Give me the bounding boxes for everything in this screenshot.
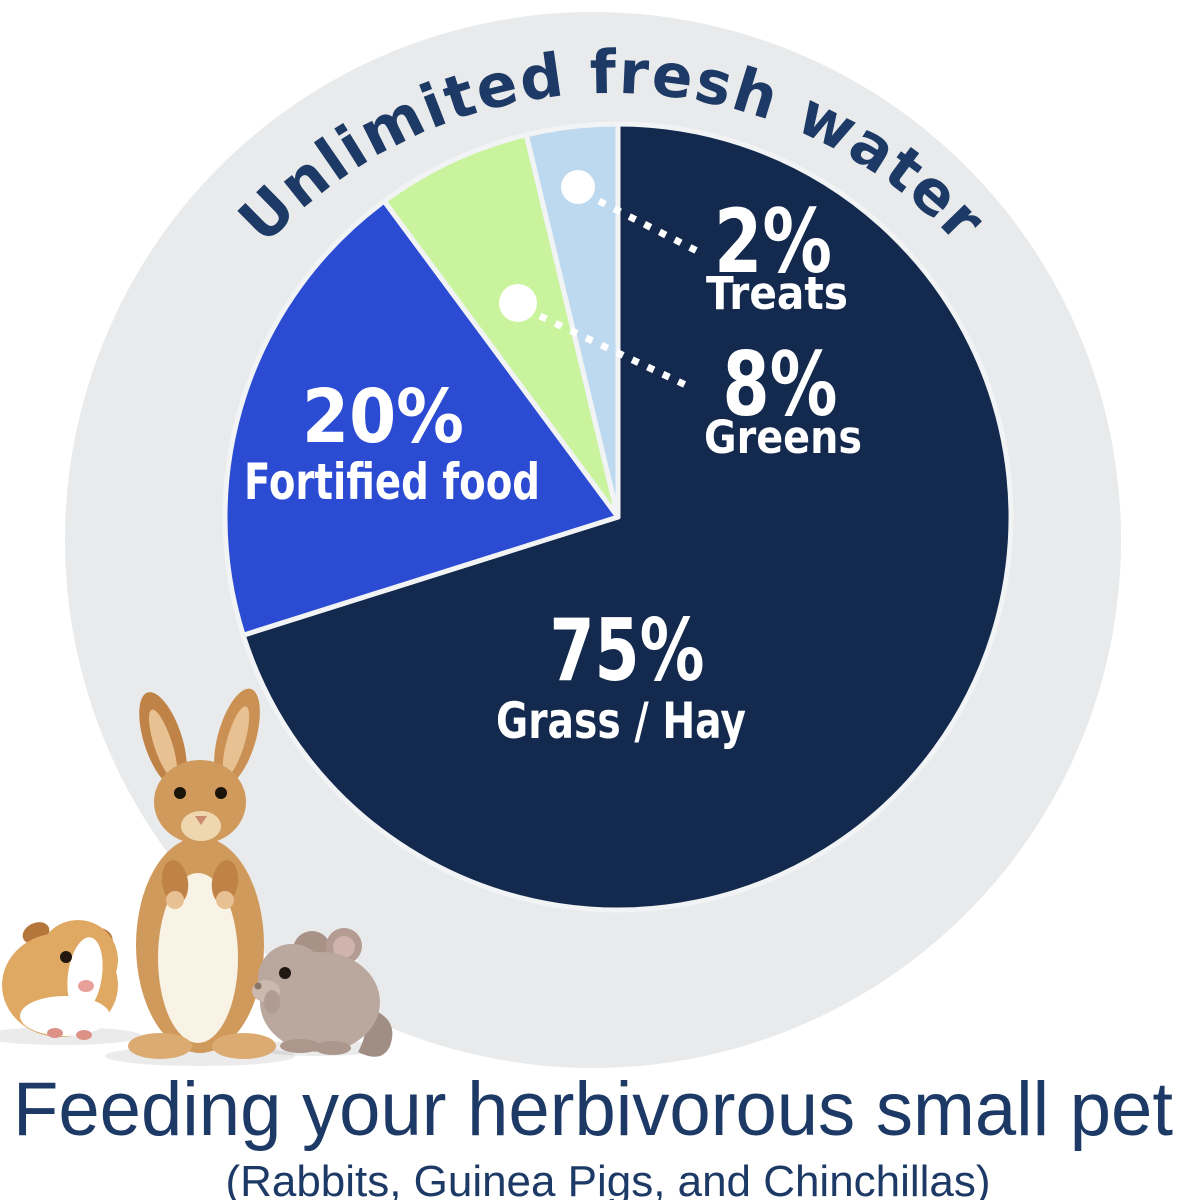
slice-treats [523,121,621,520]
animal-illustrations [0,688,393,1066]
slice-grass-hay [240,121,1014,913]
greens-callout-dot [499,284,537,322]
rabbit-nose [195,816,207,825]
rabbit-foot [212,1033,276,1059]
treats-callout-line [597,197,699,255]
rabbit-muzzle [181,811,221,841]
rabbit-eye [174,787,186,799]
rabbit-front-paw [211,860,239,904]
chinchilla-nose [254,982,262,990]
chinchilla-paw [264,990,280,1014]
rabbit-right-ear-inner [222,706,250,776]
callouts [499,170,699,392]
slice-fortified-food [222,198,621,638]
treats-callout-dot [561,170,595,204]
chinchilla-photo [252,928,393,1057]
treats-name-label: Treats [706,267,848,320]
grass-pct-label: 75% [550,601,705,701]
guinea-pig-foot [47,1028,63,1038]
fortified-pct-label: 20% [302,374,464,460]
fortified-name-label: Fortified food [244,453,540,511]
rabbit-paw-tip [216,891,234,909]
slice-greens [381,132,621,520]
greens-pct-label: 8% [723,333,838,436]
footer-subtitle: (Rabbits, Guinea Pigs, and Chinchillas) [226,1157,991,1200]
chinchilla-foot [280,1039,320,1053]
rabbit-head [154,760,246,844]
slice-labels: 2% Treats 8% Greens 20% Fortified food 7… [244,190,862,750]
footer: Feeding your herbivorous small pet (Rabb… [13,1067,1173,1200]
rabbit-photo [128,688,276,1059]
treats-pct-label: 2% [714,190,832,293]
chinchilla-ear-inner [333,936,355,958]
greens-callout-line [538,312,694,392]
guinea-pig-foot [76,1030,92,1040]
rabbit-front-paw [161,860,189,904]
rabbit-eye [215,787,227,799]
guinea-pig-blaze [67,937,103,1013]
grass-name-label: Grass / Hay [496,692,746,750]
guinea-pig-nose [78,980,94,992]
rabbit-foot [128,1033,192,1059]
chinchilla-foot [315,1041,351,1055]
rabbit-left-ear-inner [148,709,178,779]
pie-chart [222,121,1014,913]
rabbit-paw-tip [166,891,184,909]
rabbit-belly [158,873,238,1043]
guinea-pig-chest [20,996,110,1036]
footer-title: Feeding your herbivorous small pet [13,1067,1173,1152]
chinchilla-eye [279,967,291,979]
guinea-pig-eye [60,951,72,963]
greens-name-label: Greens [704,411,862,464]
guinea-pig-photo [2,920,118,1040]
